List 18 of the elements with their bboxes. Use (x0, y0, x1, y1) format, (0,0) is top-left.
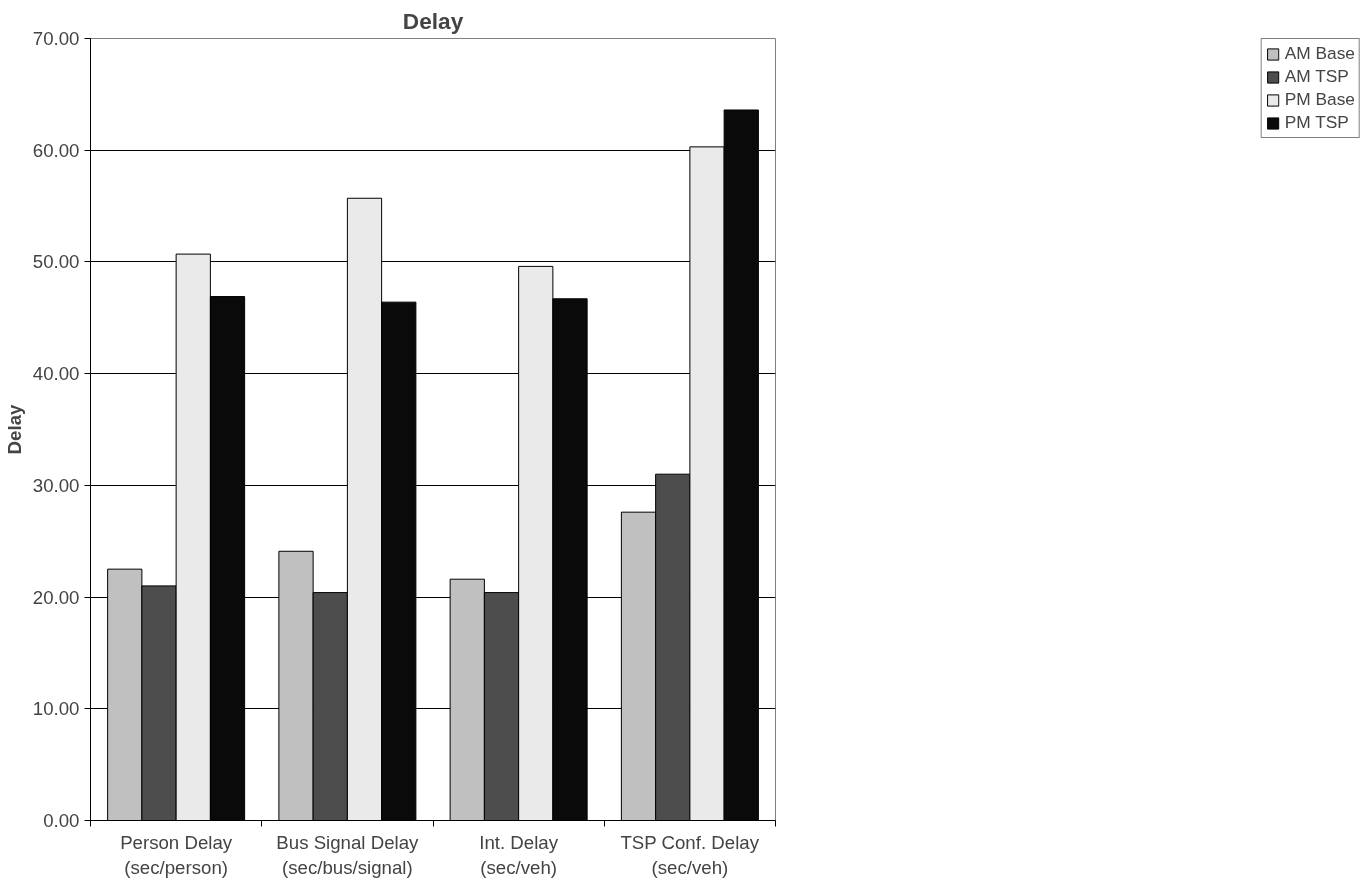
y-tick-label: 40.00 (32, 363, 80, 385)
x-tick-label: Person Delay (sec/person) (120, 831, 233, 878)
legend-label: PM TSP (1284, 112, 1349, 133)
y-tick-label: 20.00 (32, 586, 80, 608)
x-tick-label: Bus Signal Delay (sec/bus/signal) (276, 831, 420, 878)
y-tick-label: 30.00 (32, 474, 80, 496)
x-tick-label: Int. Delay (sec/veh) (479, 831, 559, 878)
y-tick-label: 50.00 (32, 251, 80, 273)
chart-title: Delay (402, 7, 464, 34)
legend-label: PM Base (1284, 89, 1355, 110)
y-tick-label: 10.00 (32, 698, 80, 720)
y-tick-label: 70.00 (32, 28, 80, 49)
y-tick-label: 60.00 (32, 139, 80, 161)
legend-label: AM TSP (1284, 66, 1349, 87)
x-tick-label: TSP Conf. Delay (sec/veh) (620, 831, 760, 878)
y-tick-label: 0.00 (43, 810, 80, 831)
y-axis-title: Delay (3, 403, 25, 455)
legend-label: AM Base (1284, 43, 1355, 64)
